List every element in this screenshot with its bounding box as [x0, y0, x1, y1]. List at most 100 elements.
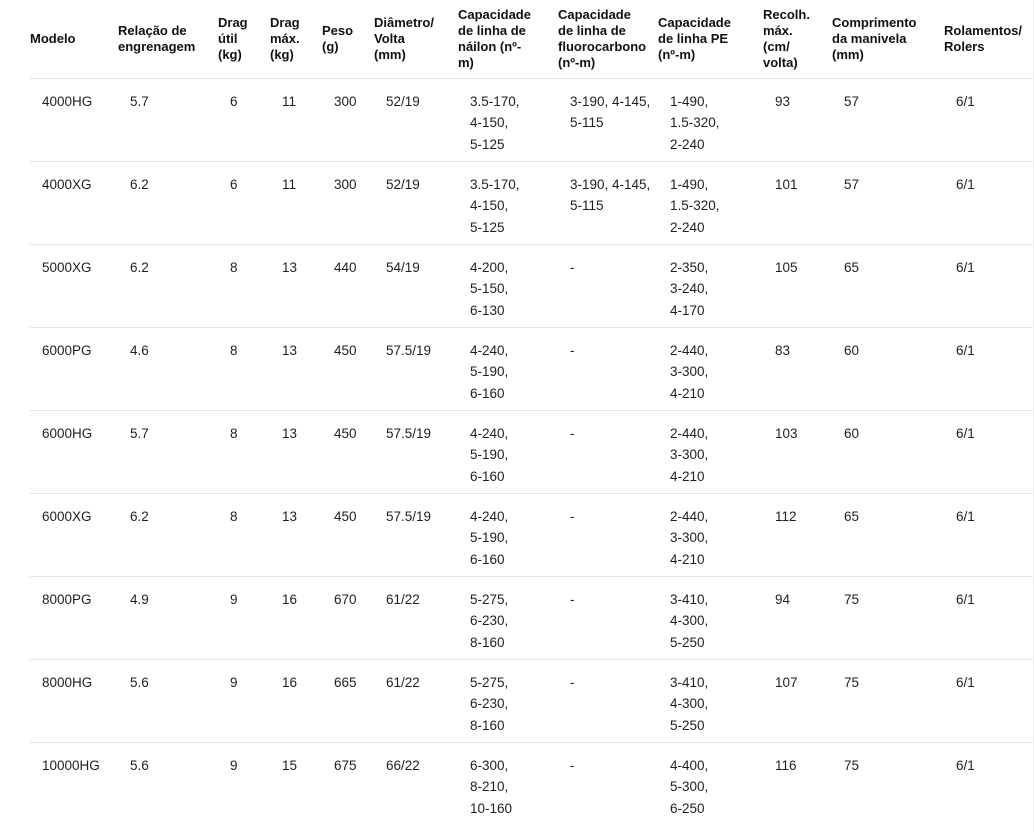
- table-cell: 6-300, 8-210, 10-160: [470, 757, 513, 816]
- table-cell: 13: [270, 410, 322, 494]
- column-header-diametro-volta: Diâmetro/ Volta (mm): [374, 0, 458, 79]
- table-cell: -: [558, 410, 658, 494]
- table-cell: 6/1: [944, 410, 1034, 494]
- table-row: 8000HG 5.6 9 16 665 61/22 5-275, 6-230, 8-160-…: [30, 659, 1034, 743]
- table-cell: 57.5/19: [374, 410, 458, 494]
- table-cell: 3.5-170, 4-150, 5-125: [458, 78, 558, 162]
- table-cell: 13: [270, 244, 322, 328]
- table-cell: 9: [218, 576, 270, 660]
- table-row: 5000XG 6.2 8 13 440 54/19 4-200, 5-150, 6-130-…: [30, 244, 1034, 328]
- table-cell: 6000PG: [30, 327, 118, 411]
- table-cell: 66/22: [386, 757, 420, 773]
- table-cell: 6000XG: [30, 493, 118, 577]
- table-cell: 3-410, 4-300, 5-250: [658, 659, 763, 743]
- table-cell: 1-490, 1.5-320, 2-240: [658, 161, 763, 245]
- table-cell: 300: [322, 78, 374, 162]
- header-row: Modelo Relação de engrenagem Drag útil (…: [30, 0, 1034, 79]
- column-header-recolh-max: Recolh. máx. (cm/ volta): [763, 0, 832, 79]
- table-cell: 52/19: [374, 161, 458, 245]
- table-cell: 6/1: [956, 757, 975, 773]
- table-cell: 5.7: [118, 410, 218, 494]
- table-cell: 670: [322, 576, 374, 660]
- table-cell: 10000HG: [42, 757, 100, 773]
- table-cell: 2-440, 3-300, 4-210: [658, 410, 763, 494]
- table-cell: 450: [322, 410, 374, 494]
- table-cell: 6000HG: [30, 410, 118, 494]
- table-cell: 103: [763, 410, 832, 494]
- table-cell: 16: [270, 576, 322, 660]
- table-cell: 112: [763, 493, 832, 577]
- table-cell: 6/1: [944, 327, 1034, 411]
- reel-spec-table: Modelo Relação de engrenagem Drag útil (…: [30, 0, 1034, 825]
- table-cell: 440: [322, 244, 374, 328]
- table-cell: 8: [218, 327, 270, 411]
- table-cell: 3-410, 4-300, 5-250: [658, 576, 763, 660]
- table-cell: 5000XG: [30, 244, 118, 328]
- column-header-handle-length: Comprimento da manivela (mm): [832, 0, 944, 79]
- table-cell: 6/1: [944, 493, 1034, 577]
- column-header-peso: Peso (g): [322, 0, 374, 79]
- table-cell: 6: [218, 161, 270, 245]
- table-cell: 57: [832, 78, 944, 162]
- table-cell: 2-440, 3-300, 4-210: [658, 327, 763, 411]
- table-cell: 3-190, 4-145, 5-115: [558, 78, 658, 162]
- table-cell: 83: [763, 327, 832, 411]
- table-cell: 5.6: [130, 757, 149, 773]
- table-cell: 4000XG: [30, 161, 118, 245]
- table-cell: 9: [230, 757, 238, 773]
- table-row: 4000XG 6.2 6 11 300 52/19 3.5-170, 4-150, 5-12…: [30, 161, 1034, 245]
- table-row: 6000XG 6.2 8 13 450 57.5/19 4-240, 5-190, 6-16…: [30, 493, 1034, 577]
- table-row: 6000HG 5.7 8 13 450 57.5/19 4-240, 5-190, 6-16…: [30, 410, 1034, 494]
- column-header-gear-ratio: Relação de engrenagem: [118, 0, 218, 79]
- column-header-bearings: Rolamentos/ Rolers: [944, 0, 1034, 79]
- column-header-pe-capacity: Capacidade de linha PE (nº-m): [658, 0, 763, 79]
- table-cell: 54/19: [374, 244, 458, 328]
- table-cell: 450: [322, 493, 374, 577]
- table-cell: 6/1: [944, 659, 1034, 743]
- table-cell: 3.5-170, 4-150, 5-125: [458, 161, 558, 245]
- table-row: 8000PG 4.9 9 16 670 61/22 5-275, 6-230, 8-160-…: [30, 576, 1034, 660]
- table-cell: 60: [832, 327, 944, 411]
- table-cell: 4-200, 5-150, 6-130: [458, 244, 558, 328]
- table-cell: 13: [270, 493, 322, 577]
- table-cell: 75: [832, 659, 944, 743]
- table-cell: 5-275, 6-230, 8-160: [458, 659, 558, 743]
- table-cell: 4000HG: [30, 78, 118, 162]
- table-row: 6000PG 4.6 8 13 450 57.5/19 4-240, 5-190, 6-16…: [30, 327, 1034, 411]
- table-cell: 9: [218, 659, 270, 743]
- table-cell: 6/1: [944, 244, 1034, 328]
- table-cell: 61/22: [374, 576, 458, 660]
- table-cell: 60: [832, 410, 944, 494]
- table-cell: 1-490, 1.5-320, 2-240: [658, 78, 763, 162]
- table-cell: 665: [322, 659, 374, 743]
- table-cell: 105: [763, 244, 832, 328]
- table-cell: 4-240, 5-190, 6-160: [458, 410, 558, 494]
- table-cell: 2-350, 3-240, 4-170: [658, 244, 763, 328]
- table-cell: -: [558, 327, 658, 411]
- column-header-modelo: Modelo: [30, 0, 118, 79]
- table-cell: 116: [775, 757, 797, 773]
- column-header-fluorocarbon-capacity: Capacidade de linha de fluorocarbono (nº…: [558, 0, 658, 79]
- table-cell: -: [558, 244, 658, 328]
- table-cell: 8: [218, 493, 270, 577]
- table-cell: 65: [832, 244, 944, 328]
- table-cell: 5-275, 6-230, 8-160: [458, 576, 558, 660]
- table-cell: 6/1: [944, 161, 1034, 245]
- table-cell: 13: [270, 327, 322, 411]
- table-cell: 6.2: [118, 493, 218, 577]
- table-cell: 675: [334, 757, 357, 773]
- table-cell: 6/1: [944, 576, 1034, 660]
- table-cell: 3-190, 4-145, 5-115: [558, 161, 658, 245]
- table-cell: 300: [322, 161, 374, 245]
- table-cell: 107: [763, 659, 832, 743]
- table-cell: 57.5/19: [374, 327, 458, 411]
- column-header-drag-util: Drag útil (kg): [218, 0, 270, 79]
- table-cell: 2-440, 3-300, 4-210: [658, 493, 763, 577]
- table-cell: 8: [218, 244, 270, 328]
- table-cell: 450: [322, 327, 374, 411]
- table-cell: 61/22: [374, 659, 458, 743]
- table-cell: 15: [282, 757, 298, 773]
- table-cell: 4.6: [118, 327, 218, 411]
- table-cell: 4.9: [118, 576, 218, 660]
- table-cell: 101: [763, 161, 832, 245]
